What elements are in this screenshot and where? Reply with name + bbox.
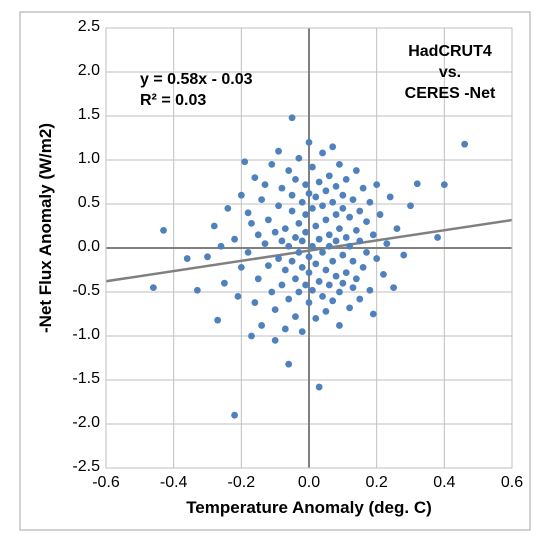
y-tick-label: 1.5 <box>50 106 100 124</box>
y-tick-label: 0.5 <box>50 194 100 212</box>
title-line2: vs. <box>395 63 505 84</box>
x-tick-label: 0.6 <box>492 474 532 492</box>
y-tick-label: -2.0 <box>50 414 100 432</box>
x-axis-label: Temperature Anomaly (deg. C) <box>106 498 512 518</box>
x-tick-label: -0.4 <box>154 474 194 492</box>
y-tick-label: 0.0 <box>50 238 100 256</box>
y-tick-label: -2.5 <box>50 458 100 476</box>
series-title: HadCRUT4 vs. CERES -Net <box>395 42 505 104</box>
title-line1: HadCRUT4 <box>395 42 505 63</box>
x-tick-label: 0.0 <box>289 474 329 492</box>
x-tick-label: 0.4 <box>424 474 464 492</box>
eq-line2: R² = 0.03 <box>140 91 253 112</box>
chart-frame: { "chart": { "type": "scatter", "canvas"… <box>0 0 550 550</box>
y-tick-label: -0.5 <box>50 282 100 300</box>
x-tick-label: 0.2 <box>357 474 397 492</box>
y-tick-label: 1.0 <box>50 150 100 168</box>
regression-equation: y = 0.58x - 0.03 R² = 0.03 <box>140 70 253 112</box>
y-tick-label: 2.5 <box>50 18 100 36</box>
y-tick-label: 2.0 <box>50 62 100 80</box>
y-tick-label: -1.0 <box>50 326 100 344</box>
y-tick-label: -1.5 <box>50 370 100 388</box>
y-axis-label: -Net Flux Anomaly (W/m2) <box>36 98 56 358</box>
title-line3: CERES -Net <box>395 84 505 105</box>
eq-line1: y = 0.58x - 0.03 <box>140 70 253 91</box>
x-tick-label: -0.2 <box>221 474 261 492</box>
x-tick-label: -0.6 <box>86 474 126 492</box>
